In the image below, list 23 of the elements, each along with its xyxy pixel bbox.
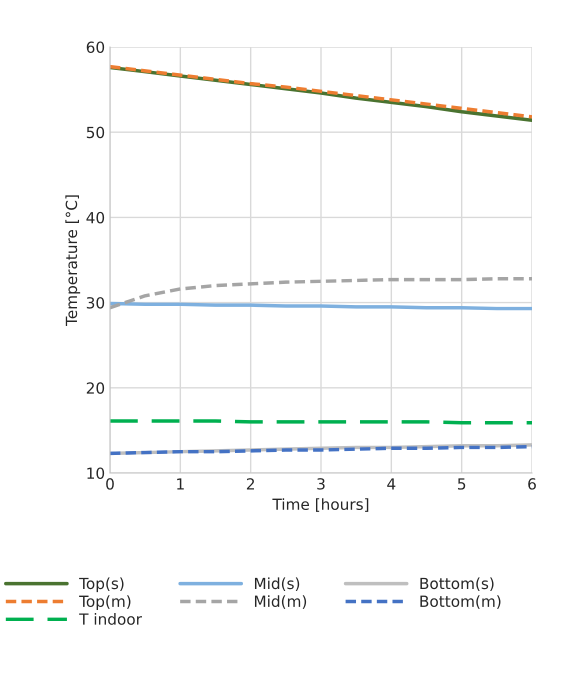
x-tick-label: 4 [387, 478, 396, 490]
y-tick-label: 60 [86, 41, 104, 54]
x-tick-label: 5 [458, 478, 466, 490]
y-axis-title: Temperature [°C] [65, 195, 80, 326]
legend-label: T indoor [79, 613, 142, 625]
legend-label: Bottom(s) [420, 577, 494, 591]
legend-label: Mid(m) [254, 595, 306, 609]
y-tick-label: 10 [87, 467, 104, 480]
y-tick-label: 40 [86, 212, 104, 224]
x-axis-title: Time [hours] [272, 498, 368, 512]
x-tick-label: 3 [317, 478, 325, 490]
line-series [110, 277, 532, 310]
x-tick-label: 0 [106, 478, 114, 490]
legend-label: Bottom(m) [420, 595, 500, 609]
legend-label: Top(s) [79, 577, 124, 592]
y-tick-label: 20 [86, 382, 104, 394]
y-tick-label: 50 [86, 126, 104, 138]
legend-label: Top(m) [79, 595, 130, 610]
x-tick-label: 2 [246, 478, 254, 490]
legend-label: Mid(s) [254, 577, 300, 591]
y-tick-label: 30 [86, 297, 104, 309]
x-tick-label: 6 [528, 478, 536, 490]
x-tick-label: 1 [177, 478, 184, 490]
